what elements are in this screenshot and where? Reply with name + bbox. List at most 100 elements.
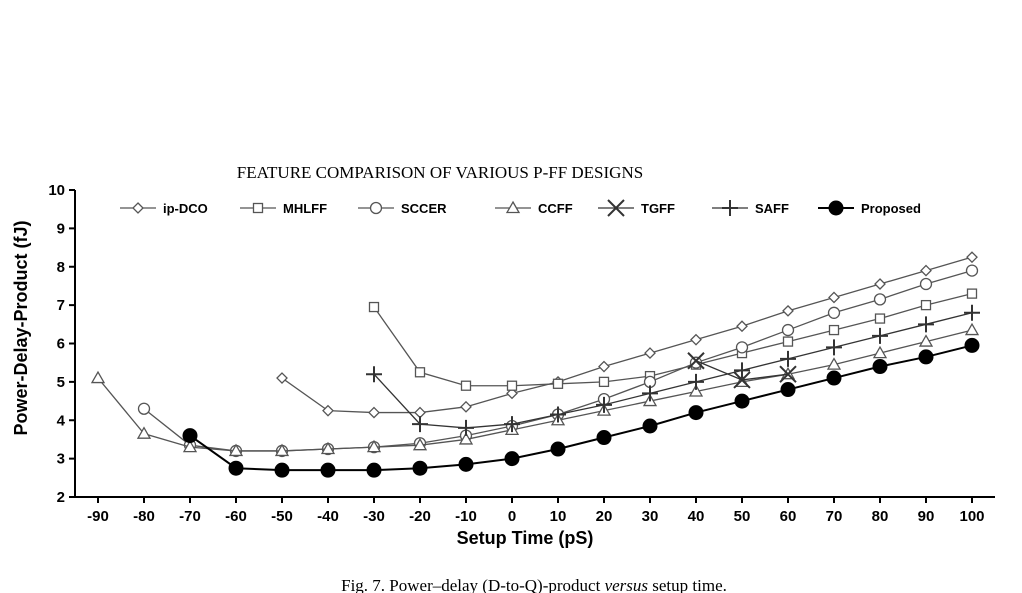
x-axis: -90 -80 -70 -60 -50 -40 -30 -20 -10 0 10 20 30 40 50 60…	[87, 497, 985, 525]
data-point-ccff	[688, 384, 704, 397]
x-tick-label: 50	[734, 508, 751, 525]
x-tick-label: 10	[550, 508, 567, 525]
caption-suffix: setup time.	[648, 576, 727, 593]
legend-marker-tgff	[607, 199, 625, 217]
data-point-saff	[734, 362, 750, 379]
x-tick-label: 20	[596, 508, 613, 525]
x-tick-label: -60	[225, 508, 247, 525]
series-mhlff	[368, 288, 978, 391]
data-point-mhlff	[828, 324, 840, 336]
data-point-ip-dco	[598, 360, 610, 373]
data-point-ip-dco	[322, 404, 334, 417]
data-point-proposed	[182, 428, 198, 444]
data-point-mhlff	[874, 313, 886, 324]
data-point-ip-dco	[966, 251, 978, 264]
data-point-ip-dco	[368, 406, 380, 419]
data-point-sccer	[735, 341, 749, 354]
y-tick-label: 7	[57, 297, 65, 314]
data-point-ccff	[826, 357, 842, 370]
y-axis: 2 3 4 5 6 7 8 9 10	[48, 182, 75, 506]
figure-caption: Fig. 7. Power–delay (D-to-Q)-product ver…	[341, 576, 727, 593]
data-point-ccff	[366, 439, 382, 453]
x-tick-label: -80	[133, 508, 155, 525]
y-tick-label: 10	[48, 182, 65, 199]
x-tick-label: 0	[508, 508, 516, 525]
legend-label-tgff: TGFF	[641, 201, 675, 216]
data-point-saff	[412, 416, 428, 433]
data-point-saff	[918, 316, 934, 333]
data-point-saff	[458, 419, 474, 436]
x-tick-label: -20	[409, 508, 431, 525]
data-point-mhlff	[506, 380, 518, 391]
data-point-mhlff	[920, 299, 932, 311]
x-tick-label: 40	[688, 508, 705, 525]
series-line-proposed	[189, 344, 973, 472]
series-proposed	[182, 337, 980, 478]
data-point-sccer	[919, 277, 933, 291]
data-point-mhlff	[782, 336, 794, 347]
x-tick-label: -70	[179, 508, 201, 525]
series-layer	[90, 251, 980, 478]
data-point-mhlff	[368, 301, 380, 313]
data-point-proposed	[964, 337, 980, 353]
legend-marker-mhlff	[252, 202, 264, 214]
data-point-ip-dco	[690, 333, 702, 346]
data-point-ip-dco	[874, 278, 886, 290]
data-point-proposed	[228, 460, 244, 476]
data-point-ccff	[274, 443, 290, 457]
data-point-mhlff	[552, 378, 564, 389]
data-point-ccff	[458, 432, 474, 445]
x-tick-label: -90	[87, 508, 109, 525]
legend-item-ip-dco: ip-DCO	[120, 201, 208, 216]
data-point-ip-dco	[460, 400, 472, 413]
data-point-proposed	[504, 451, 520, 467]
data-point-ip-dco	[920, 264, 932, 277]
legend-label-saff: SAFF	[755, 201, 789, 216]
data-point-tgff	[733, 371, 751, 389]
data-point-saff	[780, 350, 796, 367]
x-tick-label: 80	[872, 508, 889, 525]
series-tgff	[687, 352, 797, 389]
series-ip-dco	[276, 251, 978, 419]
series-line-ip-dco	[281, 256, 973, 414]
series-line-ccff	[97, 329, 973, 452]
data-point-proposed	[642, 418, 658, 434]
legend-label-ccff: CCFF	[538, 201, 573, 216]
legend-marker-sccer	[369, 201, 383, 215]
data-point-proposed	[872, 359, 888, 375]
data-point-sccer	[781, 323, 795, 337]
caption-prefix: Fig. 7. Power–delay (D-to-Q)-product	[341, 576, 604, 593]
legend-item-proposed: Proposed	[818, 200, 921, 216]
data-point-proposed	[412, 460, 428, 476]
data-point-proposed	[320, 462, 336, 478]
legend-item-ccff: CCFF	[495, 200, 573, 216]
data-point-proposed	[366, 462, 382, 478]
data-point-ccff	[182, 439, 198, 453]
data-point-proposed	[780, 382, 796, 398]
legend-marker-ccff	[505, 200, 521, 214]
data-point-ip-dco	[782, 304, 794, 317]
data-point-ip-dco	[506, 387, 518, 400]
data-point-proposed	[458, 456, 474, 472]
data-point-tgff	[779, 365, 797, 383]
x-tick-label: 30	[642, 508, 659, 525]
legend-item-mhlff: MHLFF	[240, 201, 327, 216]
data-point-sccer	[137, 402, 151, 415]
data-point-ccff	[918, 334, 934, 347]
data-point-ip-dco	[414, 406, 426, 419]
data-point-mhlff	[414, 367, 426, 378]
data-point-saff	[550, 406, 566, 423]
data-point-ccff	[412, 437, 428, 451]
data-point-mhlff	[966, 288, 978, 299]
data-point-ip-dco	[828, 291, 840, 304]
data-point-saff	[366, 366, 382, 383]
y-tick-label: 4	[57, 412, 66, 429]
legend-item-sccer: SCCER	[358, 201, 447, 216]
data-point-saff	[596, 396, 612, 413]
series-saff	[366, 304, 980, 436]
data-point-ip-dco	[644, 347, 656, 360]
data-point-sccer	[827, 306, 841, 319]
y-tick-label: 6	[57, 336, 65, 353]
data-point-proposed	[918, 349, 934, 365]
